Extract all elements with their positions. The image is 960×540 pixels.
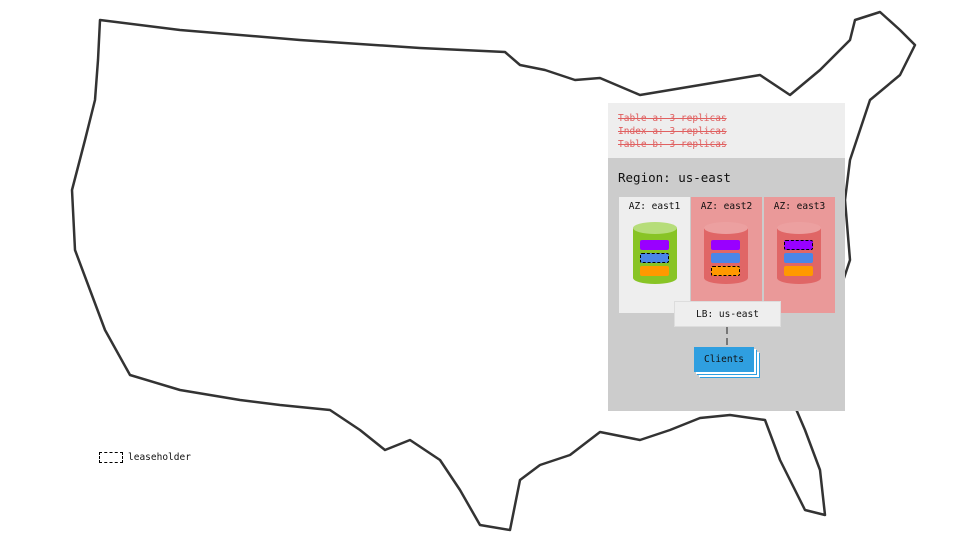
region-label: Region: us-east xyxy=(618,170,731,185)
replica-index-a xyxy=(784,253,813,263)
clients-box: Clients xyxy=(694,347,754,372)
leaseholder-swatch xyxy=(99,452,123,463)
database-icon xyxy=(704,222,748,284)
az-label: AZ: east2 xyxy=(700,201,753,212)
table-item: Table b: 3 replicas xyxy=(618,139,727,150)
az-east1: AZ: east1 xyxy=(619,197,690,313)
replica-table-b xyxy=(784,266,813,276)
table-item: Table a: 3 replicas xyxy=(618,113,727,124)
legend: leaseholder xyxy=(99,452,191,463)
replica-table-b xyxy=(640,266,669,276)
az-east3: AZ: east3 xyxy=(764,197,835,313)
connector-line xyxy=(726,327,728,347)
replica-index-a xyxy=(640,253,669,263)
replica-table-a xyxy=(640,240,669,250)
legend-label: leaseholder xyxy=(128,452,191,463)
replica-table-b xyxy=(711,266,740,276)
database-icon xyxy=(777,222,821,284)
load-balancer: LB: us-east xyxy=(674,301,781,327)
replica-table-a xyxy=(784,240,813,250)
replica-table-a xyxy=(711,240,740,250)
replica-index-a xyxy=(711,253,740,263)
table-list xyxy=(608,103,845,158)
az-east2: AZ: east2 xyxy=(691,197,762,313)
az-label: AZ: east1 xyxy=(628,201,681,212)
table-item: Index a: 3 replicas xyxy=(618,126,727,137)
database-icon xyxy=(633,222,677,284)
az-label: AZ: east3 xyxy=(773,201,826,212)
